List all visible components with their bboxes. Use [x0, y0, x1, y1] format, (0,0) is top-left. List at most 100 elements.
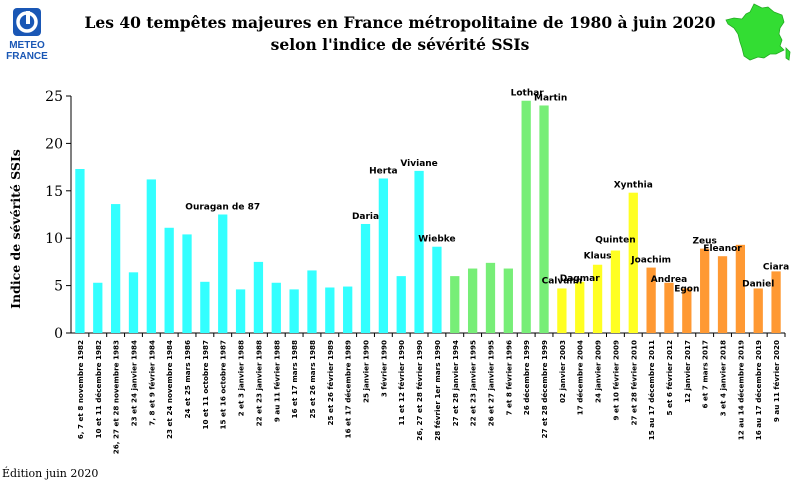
x-tick-label: 27 et 28 janvier 1994	[451, 340, 460, 426]
logo-line2: FRANCE	[6, 51, 48, 62]
x-tick-label: 27 et 28 décembre 1999	[540, 340, 549, 439]
x-tick-label: 9 et 10 février 2009	[611, 340, 620, 420]
bar	[610, 250, 621, 333]
bar	[503, 268, 513, 333]
x-tick-label: 10 et 11 décembre 1982	[94, 340, 103, 439]
title-line-2: selon l'indice de sévérité SSIs	[270, 35, 530, 54]
x-tick-label: 9 au 11 février 2020	[772, 340, 781, 422]
y-axis-label: Indice de sévérité SSIs	[8, 149, 23, 309]
x-tick-label: 02 janvier 2003	[558, 340, 567, 403]
bar	[592, 264, 603, 333]
x-tick-label: 12 au 14 décembre 2019	[736, 340, 745, 440]
logo-line1: METEO	[9, 40, 45, 51]
y-tick-label: 0	[54, 326, 63, 342]
storm-annotation: Viviane	[400, 159, 437, 169]
storm-annotation: Quinten	[595, 236, 635, 246]
x-tick-label: 5 et 6 février 2012	[665, 340, 674, 415]
storm-annotation: Klaus	[584, 252, 612, 262]
bar	[485, 262, 496, 333]
storm-annotation: Ouragan de 87	[185, 203, 260, 213]
chart-title: Les 40 tempêtes majeures en France métro…	[60, 12, 740, 56]
bar	[557, 288, 567, 333]
bar	[450, 276, 460, 333]
bar	[182, 234, 192, 333]
x-axis-labels: 6, 7 et 8 novembre 1982 10 et 11 décembre…	[76, 333, 786, 454]
bar	[378, 178, 389, 333]
bar	[128, 272, 139, 333]
x-tick-label: 16 et 17 décembre 1989	[344, 340, 353, 439]
bar	[682, 288, 692, 333]
bar	[539, 105, 549, 333]
x-tick-label: 23 et 24 janvier 1984	[129, 340, 138, 426]
storm-annotation: Herta	[369, 166, 397, 176]
x-tick-label: 27 et 28 février 2010	[629, 340, 638, 425]
x-tick-label: 16 au 17 décembre 2019	[754, 340, 763, 440]
bar	[467, 268, 478, 333]
y-tick-label: 5	[54, 279, 63, 295]
y-tick-label: 25	[45, 89, 63, 105]
x-tick-label: 16 et 17 mars 1988	[290, 340, 299, 419]
storm-annotation: Joachim	[630, 256, 671, 266]
bar	[360, 223, 371, 333]
x-tick-label: 7 et 8 février 1996	[504, 340, 513, 415]
bar	[271, 282, 281, 333]
y-tick-label: 20	[45, 136, 63, 152]
bar	[753, 288, 763, 333]
storm-annotation: Dagmar	[560, 274, 600, 284]
bar	[628, 192, 638, 333]
bar	[717, 256, 728, 333]
x-tick-label: 11 et 12 février 1990	[397, 340, 406, 425]
bar	[110, 204, 121, 333]
x-tick-label: 26 décembre 1999	[522, 340, 531, 415]
edition-footnote: Édition juin 2020	[2, 467, 99, 480]
bar	[200, 281, 210, 333]
bars	[75, 100, 781, 334]
storm-annotation: Daniel	[742, 279, 774, 289]
x-tick-label: 26 et 27 janvier 1995	[486, 340, 495, 426]
bar	[75, 168, 85, 333]
storm-annotation: Zeus	[692, 237, 716, 247]
x-tick-label: 9 au 11 février 1988	[272, 340, 281, 422]
x-tick-label: 15 et 16 octobre 1987	[219, 340, 228, 429]
storm-annotation: Xynthia	[614, 181, 653, 191]
x-tick-label: 22 et 23 janvier 1995	[469, 340, 478, 426]
x-tick-label: 25 et 26 mars 1988	[308, 340, 317, 419]
x-tick-label: 6 et 7 mars 2017	[701, 340, 710, 409]
bar	[164, 227, 174, 333]
bar	[414, 170, 424, 333]
bar	[664, 282, 674, 333]
storm-annotation: Calvann	[542, 276, 583, 286]
bar	[700, 248, 710, 333]
bar	[325, 287, 335, 333]
bar	[235, 289, 246, 333]
bar	[307, 270, 317, 333]
bar	[93, 282, 103, 333]
x-tick-label: 3 février 1990	[379, 340, 388, 397]
x-tick-label: 26, 27 et 28 novembre 1983	[112, 340, 121, 454]
storm-annotation: Martin	[534, 93, 567, 103]
bar	[646, 267, 656, 333]
france-map-icon	[724, 2, 792, 64]
x-tick-label: 12 janvier 2017	[683, 340, 692, 403]
storm-annotation: Wiebke	[418, 235, 455, 245]
meteo-france-logo: METEO FRANCE	[6, 6, 48, 66]
bar	[521, 100, 531, 334]
storm-annotation: Lothar	[511, 89, 545, 99]
bar	[735, 244, 746, 333]
bar	[253, 261, 264, 333]
x-tick-label: 25 janvier 1990	[362, 340, 371, 403]
x-tick-label: 24 janvier 2009	[594, 340, 603, 403]
title-line-1: Les 40 tempêtes majeures en France métro…	[84, 13, 716, 32]
storm-annotation: Andrea	[651, 275, 687, 285]
bar	[343, 286, 353, 333]
bar	[432, 246, 442, 333]
x-tick-label: 6, 7 et 8 novembre 1982	[76, 340, 85, 439]
storm-annotation: Daria	[352, 212, 379, 222]
bar	[218, 214, 228, 333]
x-tick-label: 25 et 26 février 1989	[326, 340, 335, 425]
x-tick-label: 22 et 23 janvier 1988	[254, 340, 263, 426]
x-tick-label: 23 et 24 novembre 1984	[165, 340, 174, 439]
x-tick-label: 15 au 17 décembre 2011	[647, 340, 656, 440]
x-tick-label: 28 février 1er mars 1990	[433, 340, 442, 441]
